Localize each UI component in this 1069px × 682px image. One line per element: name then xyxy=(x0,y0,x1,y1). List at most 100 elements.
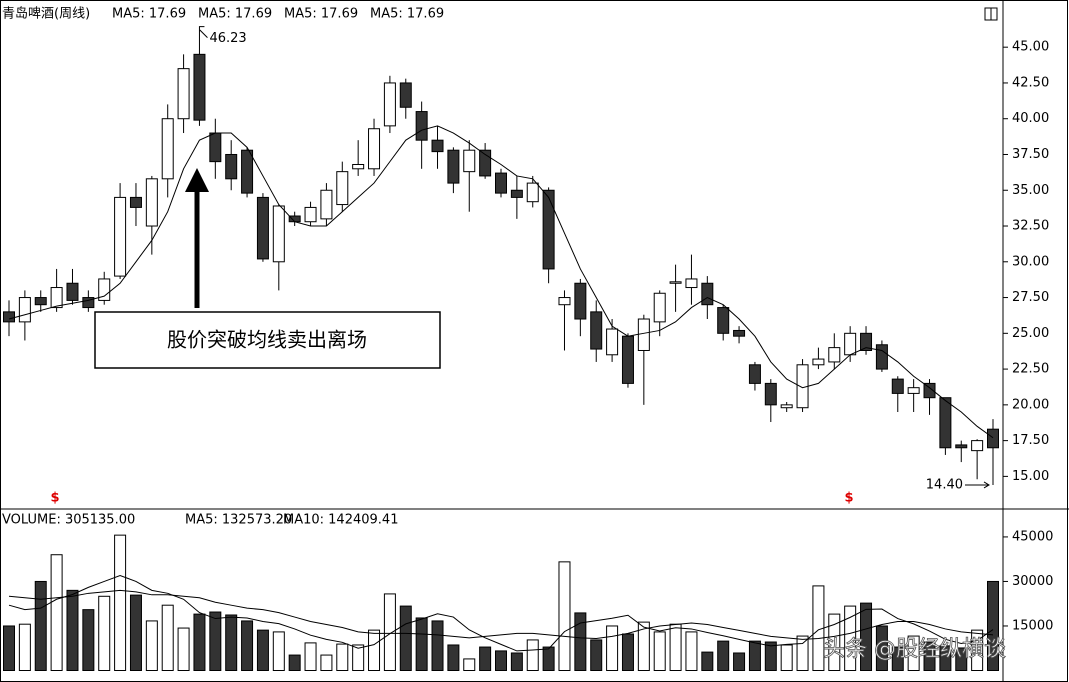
candle-body xyxy=(907,387,920,394)
y-tick-label: 15.00 xyxy=(1012,469,1049,484)
candle-body xyxy=(18,297,31,323)
candle-body xyxy=(304,206,317,223)
volume-bar xyxy=(796,635,809,672)
candle-body xyxy=(685,278,698,289)
legend-label: MA5: 132573.20 xyxy=(185,513,292,528)
volume-title: VOLUME: 305135.00 xyxy=(2,513,135,528)
volume-bar xyxy=(971,629,984,672)
candle-body xyxy=(510,189,523,198)
legend-label: MA5: 17.69 xyxy=(284,7,358,22)
y-tick-label: 32.50 xyxy=(1012,219,1049,234)
candle-body xyxy=(82,297,95,309)
volume-bar xyxy=(526,639,539,671)
candle-body xyxy=(495,172,507,194)
candle-body xyxy=(574,282,587,320)
candle-body xyxy=(256,196,269,260)
candle-body xyxy=(780,404,793,409)
volume-bar xyxy=(177,627,190,671)
volume-bar xyxy=(669,623,682,672)
volume-bar xyxy=(225,614,238,671)
y-tick-label: 42.50 xyxy=(1012,75,1049,90)
volume-bar xyxy=(590,639,603,671)
volume-bar xyxy=(98,595,111,671)
candle-body xyxy=(828,347,841,363)
legend-label: MA5: 17.69 xyxy=(370,7,444,22)
candle-body xyxy=(987,428,999,449)
candle-body xyxy=(939,397,952,449)
volume-bar xyxy=(844,605,857,672)
y-tick-label: 30.00 xyxy=(1012,254,1049,269)
volume-bar xyxy=(3,625,15,672)
candle-body xyxy=(860,332,873,351)
candle-body xyxy=(717,307,730,334)
y-tick-label: 30000 xyxy=(1012,574,1053,589)
candle-body xyxy=(653,292,666,323)
volume-bar xyxy=(383,593,396,671)
candle-body xyxy=(558,297,571,306)
annotation-text: 股价突破均线卖出离场 xyxy=(167,328,367,352)
volume-bar xyxy=(637,621,650,671)
candle-body xyxy=(590,311,603,350)
volume-bar xyxy=(241,620,254,671)
candle-body xyxy=(98,278,111,301)
volume-bar xyxy=(748,640,761,671)
candle-body xyxy=(114,196,127,277)
volume-bar xyxy=(463,658,476,672)
candle-body xyxy=(891,378,904,394)
candle-body xyxy=(447,149,460,184)
candle-body xyxy=(701,282,714,306)
volume-bar xyxy=(764,641,777,671)
candle-body xyxy=(193,53,206,121)
legend-label: MA5: 17.69 xyxy=(198,7,272,22)
candle-body xyxy=(272,205,285,263)
candle-body xyxy=(621,335,634,384)
candle-body xyxy=(923,382,936,399)
y-tick-label: 17.50 xyxy=(1012,433,1049,448)
max-pointer xyxy=(198,26,208,38)
volume-bar xyxy=(653,631,666,672)
signal-mark: $ xyxy=(844,491,853,506)
volume-bar xyxy=(828,613,841,672)
candle-body xyxy=(3,311,15,323)
candle-body xyxy=(415,111,428,141)
volume-bar xyxy=(717,640,730,671)
candle-body xyxy=(161,118,174,180)
candle-body xyxy=(479,149,492,177)
min-pointer-head xyxy=(983,481,990,489)
volume-bar xyxy=(145,620,158,671)
candle-body xyxy=(368,128,381,170)
y-tick-label: 37.50 xyxy=(1012,147,1049,162)
candle-body xyxy=(129,196,142,208)
volume-bar xyxy=(368,629,381,672)
volume-bar xyxy=(860,602,873,672)
volume-bar xyxy=(495,650,507,671)
candle-body xyxy=(336,171,349,206)
volume-bar xyxy=(574,612,587,672)
y-tick-label: 40.00 xyxy=(1012,111,1049,126)
y-tick-label: 27.50 xyxy=(1012,290,1049,305)
candle-body xyxy=(66,282,79,301)
volume-bar xyxy=(780,644,793,671)
volume-bar xyxy=(955,647,968,671)
candle-body xyxy=(225,153,238,180)
chart-title: 青岛啤酒(周线) xyxy=(2,6,90,22)
volume-bar xyxy=(431,620,444,671)
volume-bar xyxy=(415,617,428,671)
candle-body xyxy=(383,82,396,127)
candle-body xyxy=(971,440,984,452)
y-tick-label: 45000 xyxy=(1012,529,1053,544)
candle-body xyxy=(542,189,555,270)
candle-body xyxy=(177,68,190,120)
ma-line xyxy=(8,125,994,439)
candle-body xyxy=(526,182,539,203)
ma-line xyxy=(8,589,994,640)
volume-bar xyxy=(510,652,523,672)
candle-body xyxy=(145,178,158,227)
volume-bar xyxy=(336,643,349,672)
volume-bar xyxy=(304,642,317,672)
volume-bar xyxy=(320,654,333,671)
watermark: 头条 @股经纵横谈 xyxy=(823,637,1006,662)
volume-bar xyxy=(129,594,142,671)
candle-body xyxy=(844,332,857,356)
